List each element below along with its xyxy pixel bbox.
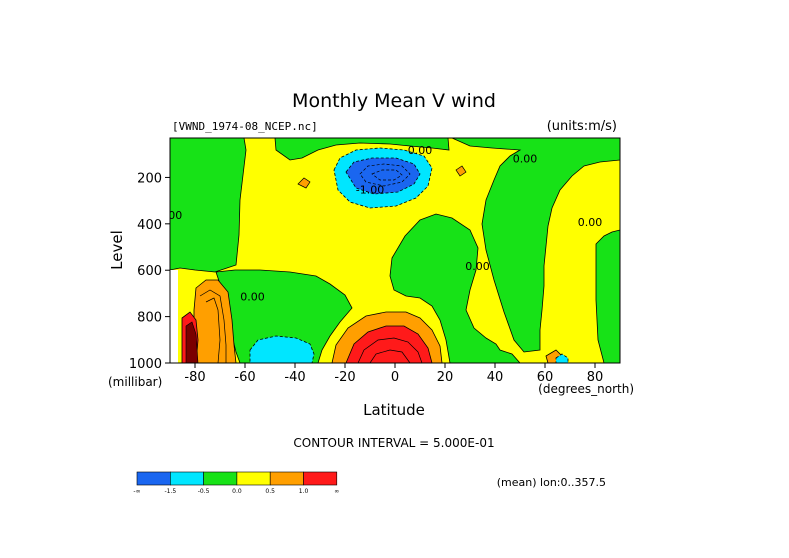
x-tick-label: -80 [184,370,205,385]
solid-contour-small-loop-2 [455,165,467,177]
green-region-north-upper [451,138,620,353]
units-label: (units:m/s) [547,119,617,134]
solid-contour-equator-1 [357,337,423,363]
y-tick-label: 400 [137,218,162,233]
colorbar-tick-label: -0.5 [198,488,210,495]
y-axis: 200 400 600 800 1000 [129,171,170,372]
cyan-region-southern-lower [249,335,315,363]
solid-contour-southern-1 [199,289,227,363]
colorbar-swatch [269,471,304,486]
dashed-contour-jet-2 [371,169,403,181]
solid-inner-contours [199,165,467,363]
colorbar-swatch [136,471,171,486]
x-axis-title: Latitude [363,401,425,419]
contour-label: 0.00 [513,152,538,165]
colorbar-swatch [303,471,338,486]
blue-region-upper-jet [345,157,421,195]
x-tick-label: 80 [587,370,604,385]
x-tick-label: -60 [234,370,255,385]
y-tick-label: 600 [137,264,162,279]
x-tick-label: 40 [487,370,504,385]
green-region-south-upper [170,138,247,273]
y-axis-title: Level [108,230,126,270]
contour-label: 0.00 [408,144,433,157]
green-regions [170,138,620,363]
green-region-north-lower [595,229,620,363]
contour-label: -1.00 [356,184,384,197]
cyan-region-north-lower [555,353,569,363]
y-tick-label: 200 [137,171,162,186]
solid-contour-small-loop [297,177,311,189]
y-tick-label: 1000 [129,357,162,372]
colorbar-tick-label: 0.5 [265,488,275,495]
contour-label: 0.00 [578,216,603,229]
y-unit-label: (millibar) [108,375,162,389]
y-tick-label: 800 [137,311,162,326]
contour-label: 0.00 [465,260,490,273]
x-tick-label: 60 [537,370,554,385]
file-label: [VWND_1974-08_NCEP.nc] [172,120,318,133]
x-tick-label: -20 [334,370,355,385]
colorbar-tick-label: 0.0 [232,488,242,495]
colorbar-swatch [170,471,204,486]
contour-label: 0.00 [158,209,183,222]
colorbar-tick-label: -∞ [133,488,140,495]
solid-contour-southern-2 [205,297,221,363]
green-region-north-tropics [389,213,521,363]
inner-dashed-contours [359,163,411,187]
x-tick-label: -40 [284,370,305,385]
solid-contour-equator-2 [369,349,411,363]
colorbar-tick-label: 1.0 [299,488,309,495]
colorbar: -∞ -1.5 -0.5 0.0 0.5 1.0 ∞ [133,471,339,495]
dashed-contour-jet-1 [359,163,411,187]
plot-area: 0.00 -1.00 0.00 0.00 0.00 0.00 0.00 [158,138,620,363]
colorbar-tick-label: ∞ [334,488,339,495]
x-axis: -80 -60 -40 -20 0 20 40 60 80 [184,363,603,385]
contour-interval-label: CONTOUR INTERVAL = 5.000E-01 [293,436,494,450]
x-tick-label: 20 [437,370,454,385]
missing-data-area [170,270,178,363]
green-region-tropopause-band [274,138,450,161]
mean-label: (mean) lon:0..357.5 [497,476,606,489]
x-unit-label: (degrees_north) [538,382,634,396]
colorbar-swatch [236,471,271,486]
colorbar-swatch [203,471,238,486]
dark-red-region-southern [185,321,199,363]
chart-title: Monthly Mean V wind [292,90,496,112]
red-region-equator [345,325,433,363]
x-tick-label: 0 [391,370,399,385]
contour-labels: 0.00 -1.00 0.00 0.00 0.00 0.00 0.00 [158,144,603,303]
contour-label: 0.00 [240,290,265,303]
blue-regions [345,157,421,195]
colorbar-tick-label: -1.5 [164,488,176,495]
